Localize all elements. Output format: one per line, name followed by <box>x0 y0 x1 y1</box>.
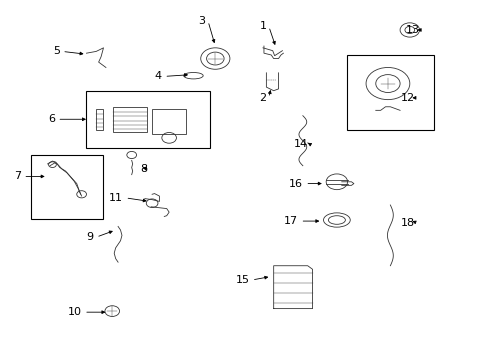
Text: 7: 7 <box>14 171 21 181</box>
Bar <box>152 109 186 134</box>
Bar <box>113 107 147 132</box>
Bar <box>96 109 103 130</box>
Text: 11: 11 <box>109 193 122 203</box>
Text: 15: 15 <box>235 275 249 285</box>
Text: 17: 17 <box>283 216 297 226</box>
Text: 2: 2 <box>259 93 266 103</box>
Bar <box>30 155 103 219</box>
Text: 3: 3 <box>198 16 205 26</box>
Text: 18: 18 <box>400 218 414 228</box>
Text: 16: 16 <box>288 179 302 189</box>
Text: 6: 6 <box>48 114 55 124</box>
Text: 13: 13 <box>405 25 419 35</box>
Text: 5: 5 <box>53 46 60 57</box>
Text: 8: 8 <box>140 164 147 174</box>
Text: 14: 14 <box>293 139 307 149</box>
Text: 4: 4 <box>154 71 162 81</box>
Text: 1: 1 <box>259 21 266 31</box>
Text: 9: 9 <box>86 232 94 242</box>
Text: 10: 10 <box>67 307 81 317</box>
Text: 12: 12 <box>400 93 414 103</box>
Bar <box>346 55 433 130</box>
Bar <box>86 91 210 148</box>
